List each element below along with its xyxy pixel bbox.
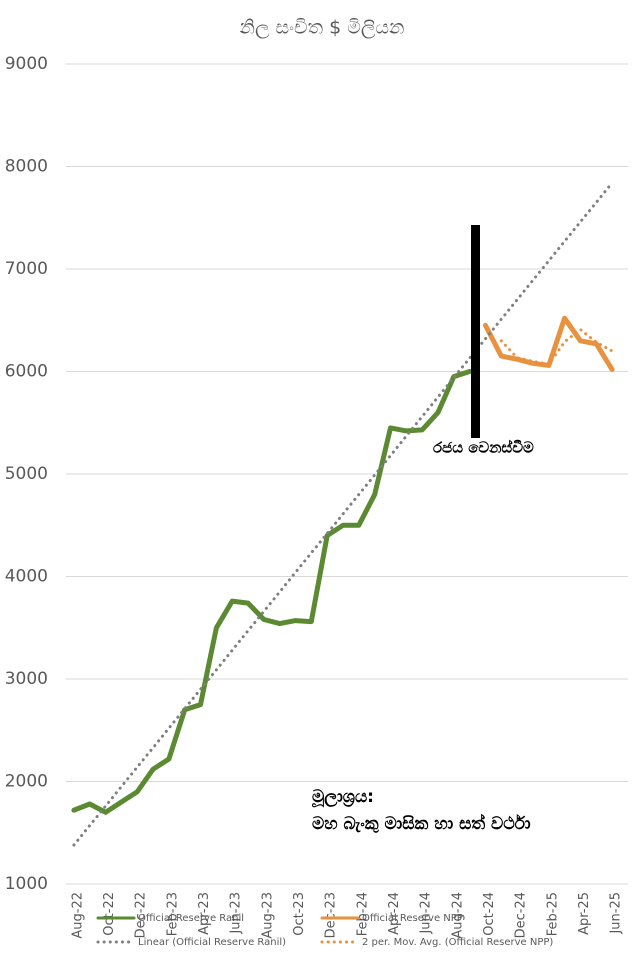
series-line (499, 327, 614, 366)
y-tick-label: 8000 (5, 157, 48, 177)
y-tick-label: 7000 (5, 259, 48, 279)
y-tick-label: 1000 (5, 874, 48, 894)
x-axis: Aug-22 Oct-22 Dec-22 Feb-23 Apr-23 Jun-23 Aug-… (70, 892, 623, 939)
x-tick-label: Apr-25 (577, 892, 592, 935)
x-tick-label: Jun-23 (229, 892, 244, 935)
legend-label: Linear (Official Reserve Ranil) (138, 937, 286, 948)
y-tick-label: 6000 (5, 362, 48, 382)
y-tick-label: 4000 (5, 567, 48, 587)
annotation: රජය වෙනස්වීම (433, 438, 534, 456)
y-tick-label: 2000 (5, 772, 48, 792)
x-tick-label: Dec-24 (514, 892, 529, 938)
legend-label: Official Reserve Ranil (138, 913, 244, 924)
x-tick-label: Oct-24 (482, 892, 497, 936)
x-tick-label: Apr-23 (197, 892, 212, 935)
change-marker (471, 225, 480, 438)
x-tick-label: Aug-22 (70, 892, 85, 939)
chart-title: නිල සංචිත $ මිලියන (240, 17, 405, 39)
annotation: මහ බැංකු මාසික හා සත් වර්ථා (312, 813, 531, 834)
series-line (71, 369, 473, 815)
x-tick-label: Feb-25 (545, 892, 560, 936)
grid: 1000 2000 3000 4000 5000 6000 7000 8000 9000 (5, 54, 628, 894)
x-tick-label: Dec-23 (324, 892, 339, 938)
y-tick-label: 5000 (5, 464, 48, 484)
x-tick-label: Jun-24 (419, 892, 434, 935)
legend-label: 2 per. Mov. Avg. (Official Reserve NPP) (362, 937, 553, 948)
x-tick-label: Dec-22 (134, 892, 149, 938)
x-tick-label: Oct-23 (292, 892, 307, 936)
x-tick-label: Feb-23 (165, 892, 180, 936)
x-tick-label: Oct-22 (102, 892, 117, 936)
legend-label: Official Reserve NPP (362, 913, 463, 924)
x-tick-label: Apr-24 (387, 892, 402, 935)
series-line (72, 181, 614, 847)
annotation: මූලාශ්‍රය: (311, 787, 374, 808)
x-tick-label: Aug-24 (450, 892, 465, 939)
y-tick-label: 9000 (5, 54, 48, 74)
x-tick-label: Feb-24 (355, 892, 370, 936)
y-tick-label: 3000 (5, 669, 48, 689)
x-tick-label: Jun-25 (609, 892, 624, 935)
legend: Official Reserve Ranil Official Reserve N… (96, 913, 553, 948)
lines (71, 181, 615, 847)
x-tick-label: Aug-23 (260, 892, 275, 939)
